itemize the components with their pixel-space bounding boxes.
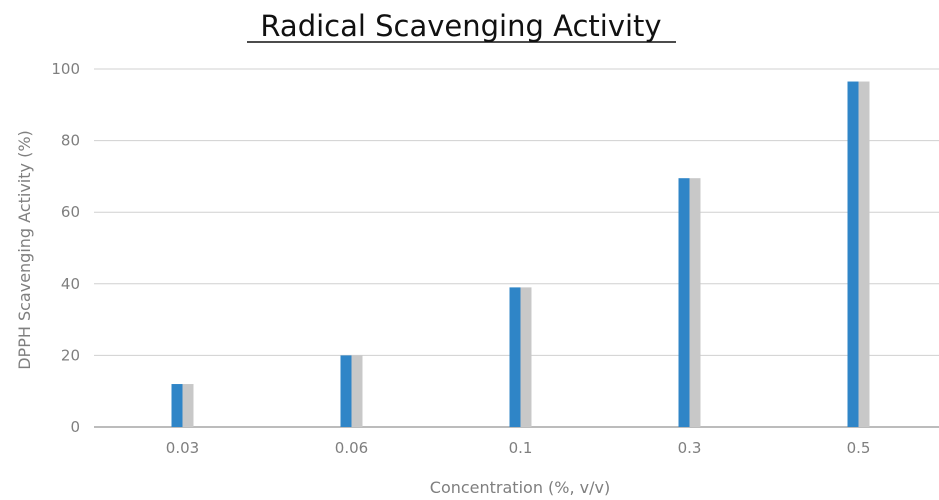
y-tick-labels: 0 20 40 60 80 100 [51, 60, 80, 436]
y-axis-label: DPPH Scavenging Activity (%) [15, 130, 34, 370]
y-tick-label: 100 [51, 60, 80, 78]
bar [351, 355, 363, 427]
chart-title: Radical Scavenging Activity [260, 9, 661, 43]
bar [182, 384, 194, 427]
bar [509, 287, 521, 427]
x-tick-label: 0.1 [509, 439, 533, 457]
bar [689, 178, 701, 427]
x-tick-label: 0.3 [678, 439, 702, 457]
y-tick-label: 20 [61, 346, 80, 364]
bar [171, 384, 183, 427]
x-axis-label: Concentration (%, v/v) [430, 478, 610, 497]
y-tick-label: 60 [61, 203, 80, 221]
y-tick-label: 0 [70, 418, 80, 436]
bar [678, 178, 690, 427]
x-tick-labels: 0.03 0.06 0.1 0.3 0.5 [166, 439, 871, 457]
x-tick-label: 0.03 [166, 439, 199, 457]
bar [858, 81, 870, 427]
bar [520, 287, 532, 427]
bars [171, 81, 870, 427]
x-tick-label: 0.06 [335, 439, 368, 457]
bar [847, 81, 859, 427]
y-tick-label: 40 [61, 275, 80, 293]
x-tick-label: 0.5 [847, 439, 871, 457]
y-tick-label: 80 [61, 132, 80, 150]
bar [340, 355, 352, 427]
